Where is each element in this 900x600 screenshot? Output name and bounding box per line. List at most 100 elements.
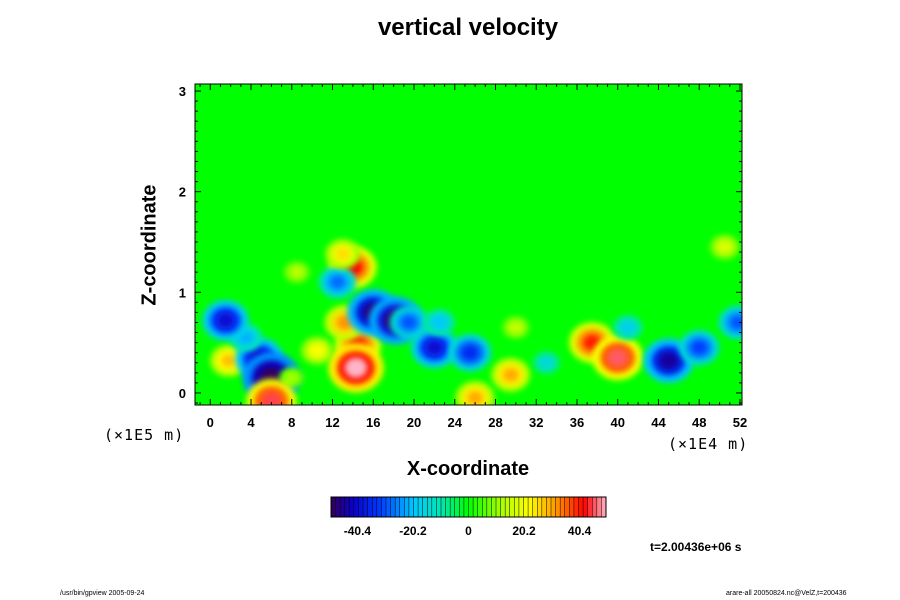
- y-axis-label: Z-coordinate: [138, 184, 161, 306]
- colorbar-segment: [450, 497, 456, 517]
- field-feature: [467, 391, 483, 405]
- z-tick-label: 3: [179, 84, 186, 99]
- field-feature: [621, 322, 634, 333]
- colorbar-segment: [546, 497, 552, 517]
- field-feature: [291, 267, 303, 277]
- field-features: [202, 234, 742, 405]
- colorbar-segment: [390, 497, 396, 517]
- field-feature: [461, 345, 479, 361]
- colorbar-segment: [523, 497, 529, 517]
- colorbar-segment: [358, 497, 364, 517]
- colorbar-segment: [555, 497, 561, 517]
- field-feature: [310, 345, 324, 357]
- x-tick-label: 28: [488, 415, 502, 430]
- colorbar-segment: [331, 497, 336, 517]
- colorbar-segment: [372, 497, 378, 517]
- colorbar-segment: [399, 497, 405, 517]
- field-feature: [286, 373, 297, 382]
- colorbar-segment: [344, 497, 350, 517]
- time-annotation: t=2.00436e+06 s: [650, 540, 742, 554]
- colorbar-segment: [408, 497, 414, 517]
- plot-frame: [194, 83, 743, 406]
- colorbar-segment: [583, 497, 588, 517]
- colorbar-segment: [496, 497, 501, 517]
- colorbar-segment: [468, 497, 474, 517]
- x-axis-label: X-coordinate: [406, 458, 530, 480]
- colorbar-tick-label: 20.2: [512, 524, 536, 538]
- colorbar-segment: [560, 497, 566, 517]
- footer-left: /usr/bin/gpview 2005-09-24: [60, 590, 145, 597]
- colorbar-segment: [509, 497, 515, 517]
- z-tick-label: 0: [179, 386, 186, 401]
- colorbar-segment: [486, 497, 492, 517]
- colorbar-segment: [592, 497, 598, 517]
- field-feature: [510, 322, 522, 333]
- colorbar-segment: [601, 497, 607, 517]
- colorbar-segment: [596, 497, 602, 517]
- x-tick-label: 20: [407, 415, 421, 430]
- z-tick-label: 1: [179, 285, 186, 300]
- colorbar-tick-label: 0: [465, 524, 472, 538]
- colorbar-segment: [518, 497, 524, 517]
- colorbar-segment: [335, 497, 341, 517]
- z-tick-label: 2: [179, 185, 186, 200]
- field-feature: [503, 368, 519, 382]
- z-unit-label: (×1E5 m): [104, 426, 185, 444]
- colorbar-tick-label: -20.2: [399, 524, 427, 538]
- colorbar-segment: [459, 497, 465, 517]
- field-feature: [330, 275, 346, 289]
- colorbar-segment: [477, 497, 483, 517]
- x-unit-label: (×1E4 m): [668, 435, 749, 453]
- colorbar-segment: [482, 497, 488, 517]
- x-tick-label: 24: [448, 415, 463, 430]
- colorbar-segment: [353, 497, 359, 517]
- colorbar-segment: [573, 497, 579, 517]
- field-feature: [540, 358, 552, 368]
- colorbar-segment: [578, 497, 584, 517]
- x-tick-label: 4: [247, 415, 255, 430]
- field-feature: [730, 315, 742, 330]
- colorbar-segment: [463, 497, 469, 517]
- colorbar-segment: [404, 497, 410, 517]
- field-feature: [335, 248, 350, 261]
- colorbar-segment: [537, 497, 543, 517]
- colorbar-segment: [363, 497, 368, 517]
- colorbar-segment: [569, 497, 575, 517]
- colorbar-segment: [427, 497, 433, 517]
- field-feature: [658, 351, 679, 370]
- colorbar-segment: [564, 497, 570, 517]
- x-tick-label: 40: [610, 415, 624, 430]
- x-tick-label: 8: [288, 415, 295, 430]
- colorbar-segment: [491, 497, 497, 517]
- colorbar-segment: [500, 497, 506, 517]
- colorbar-segment: [340, 497, 346, 517]
- colorbar-tick-label: -40.4: [344, 524, 372, 538]
- colorbar-tick-label: 40.4: [568, 524, 592, 538]
- field-feature: [607, 348, 628, 367]
- field-feature: [401, 315, 417, 330]
- field-feature: [216, 312, 235, 329]
- x-tick-label: 0: [207, 415, 214, 430]
- colorbar-segment: [367, 497, 373, 517]
- colorbar-segment: [386, 497, 391, 517]
- colorbar-segment: [551, 497, 556, 517]
- field-feature: [425, 339, 444, 356]
- chart-title: vertical velocity: [377, 14, 559, 41]
- colorbar-segment: [413, 497, 419, 517]
- x-tick-label: 36: [570, 415, 584, 430]
- field-feature: [239, 332, 253, 344]
- colorbar-segment: [514, 497, 520, 517]
- x-tick-label: 32: [529, 415, 543, 430]
- colorbar-segment: [445, 497, 451, 517]
- colorbar-segment: [422, 497, 428, 517]
- colorbar-segment: [587, 497, 593, 517]
- colorbar-segment: [454, 497, 460, 517]
- colorbar-segment: [532, 497, 538, 517]
- x-tick-label: 16: [366, 415, 380, 430]
- field-feature: [344, 357, 368, 378]
- x-tick-label: 12: [325, 415, 339, 430]
- colorbar-segment: [349, 497, 355, 517]
- colorbar-segment: [541, 497, 547, 517]
- colorbar-segment: [376, 497, 382, 517]
- field-feature: [718, 242, 731, 253]
